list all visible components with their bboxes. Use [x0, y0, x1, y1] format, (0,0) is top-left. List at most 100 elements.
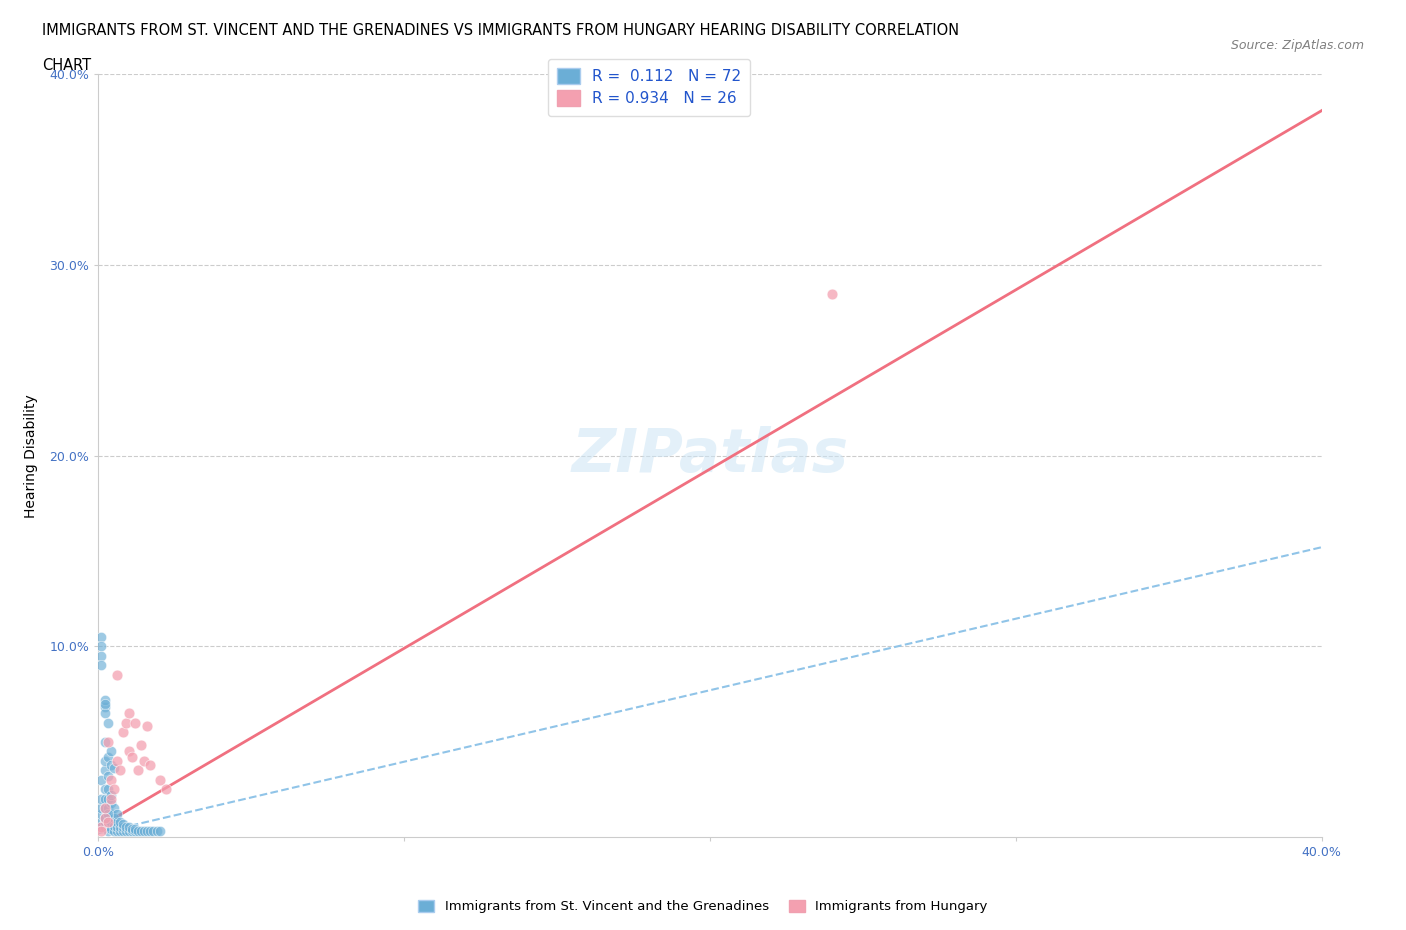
- Point: [97, 824, 120, 839]
- Point: [103, 761, 125, 776]
- Point: [100, 806, 122, 821]
- Point: [149, 772, 172, 787]
- Point: [90, 824, 112, 839]
- Point: [111, 724, 134, 739]
- Point: [105, 820, 128, 835]
- Point: [93, 801, 115, 816]
- Point: [93, 791, 115, 806]
- Y-axis label: Hearing Disability: Hearing Disability: [24, 393, 38, 518]
- Point: [97, 768, 120, 783]
- Point: [97, 735, 120, 750]
- Point: [93, 782, 115, 797]
- Point: [136, 824, 159, 839]
- Point: [111, 820, 134, 835]
- Point: [93, 811, 115, 826]
- Point: [108, 820, 131, 835]
- Point: [111, 817, 134, 831]
- Point: [124, 822, 146, 837]
- Point: [821, 286, 844, 301]
- Point: [100, 822, 122, 837]
- Point: [105, 753, 128, 768]
- Point: [100, 788, 122, 803]
- Point: [103, 824, 125, 839]
- Point: [93, 811, 115, 826]
- Point: [97, 818, 120, 833]
- Point: [90, 801, 112, 816]
- Point: [90, 648, 112, 663]
- Point: [155, 782, 177, 797]
- Point: [90, 658, 112, 673]
- Point: [115, 820, 138, 835]
- Point: [103, 811, 125, 826]
- Point: [115, 824, 138, 839]
- Point: [108, 763, 131, 777]
- Point: [105, 668, 128, 683]
- Point: [129, 824, 152, 839]
- Point: [145, 824, 167, 839]
- Point: [93, 735, 115, 750]
- Point: [118, 744, 141, 759]
- Point: [103, 801, 125, 816]
- Point: [139, 757, 162, 772]
- Point: [134, 753, 156, 768]
- Point: [97, 715, 120, 730]
- Point: [100, 795, 122, 810]
- Point: [129, 738, 152, 753]
- Point: [134, 824, 156, 839]
- Point: [97, 750, 120, 764]
- Point: [93, 815, 115, 830]
- Point: [93, 753, 115, 768]
- Point: [124, 715, 146, 730]
- Point: [90, 639, 112, 654]
- Point: [90, 791, 112, 806]
- Text: ZIPatlas: ZIPatlas: [571, 426, 849, 485]
- Point: [93, 763, 115, 777]
- Point: [90, 806, 112, 821]
- Point: [100, 791, 122, 806]
- Point: [149, 824, 172, 839]
- Point: [100, 815, 122, 830]
- Point: [93, 700, 115, 715]
- Point: [97, 782, 120, 797]
- Point: [100, 744, 122, 759]
- Point: [139, 824, 162, 839]
- Point: [97, 815, 120, 830]
- Point: [103, 782, 125, 797]
- Point: [136, 719, 159, 734]
- Point: [90, 820, 112, 835]
- Point: [127, 824, 149, 839]
- Point: [118, 820, 141, 835]
- Point: [93, 692, 115, 707]
- Point: [111, 824, 134, 839]
- Point: [93, 811, 115, 826]
- Point: [121, 750, 143, 764]
- Point: [115, 715, 138, 730]
- Point: [97, 806, 120, 821]
- Point: [105, 815, 128, 830]
- Point: [93, 706, 115, 721]
- Point: [90, 815, 112, 830]
- Point: [121, 822, 143, 837]
- Point: [93, 801, 115, 816]
- Point: [97, 791, 120, 806]
- Text: Source: ZipAtlas.com: Source: ZipAtlas.com: [1230, 39, 1364, 52]
- Point: [124, 824, 146, 839]
- Point: [90, 772, 112, 787]
- Point: [127, 763, 149, 777]
- Point: [90, 820, 112, 835]
- Point: [142, 824, 165, 839]
- Legend: Immigrants from St. Vincent and the Grenadines, Immigrants from Hungary: Immigrants from St. Vincent and the Gren…: [413, 895, 993, 919]
- Point: [105, 806, 128, 821]
- Point: [118, 824, 141, 839]
- Point: [121, 824, 143, 839]
- Point: [103, 818, 125, 833]
- Text: IMMIGRANTS FROM ST. VINCENT AND THE GRENADINES VS IMMIGRANTS FROM HUNGARY HEARIN: IMMIGRANTS FROM ST. VINCENT AND THE GREN…: [42, 23, 959, 38]
- Point: [118, 706, 141, 721]
- Point: [100, 757, 122, 772]
- Text: CHART: CHART: [42, 58, 91, 73]
- Point: [93, 820, 115, 835]
- Point: [97, 801, 120, 816]
- Point: [108, 824, 131, 839]
- Legend: R =  0.112   N = 72, R = 0.934   N = 26: R = 0.112 N = 72, R = 0.934 N = 26: [547, 60, 751, 115]
- Point: [90, 630, 112, 644]
